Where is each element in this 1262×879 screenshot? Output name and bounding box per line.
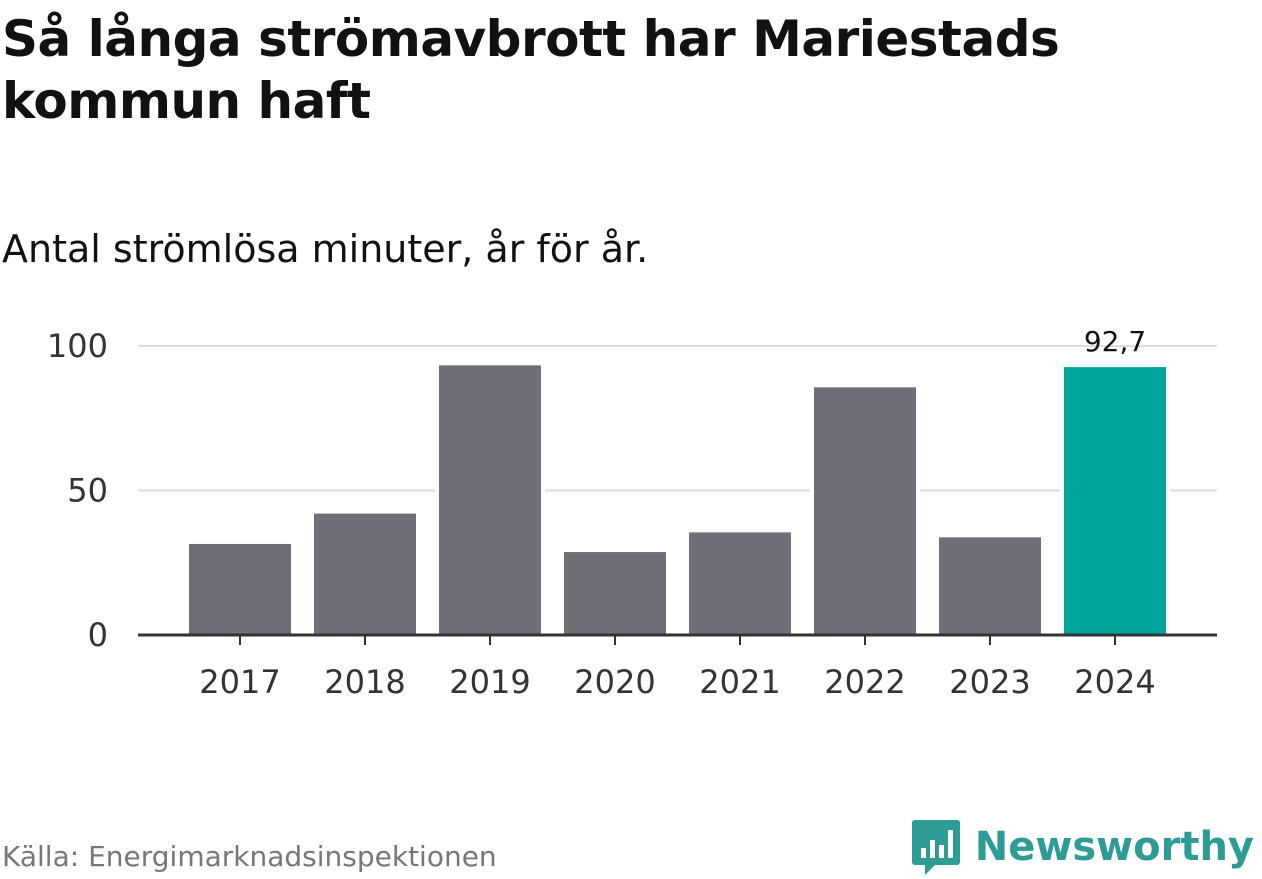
x-tick-label: 2018 <box>324 663 405 701</box>
chart-title: Så långa strömavbrott har Mariestads kom… <box>2 10 1060 130</box>
x-tick-label: 2021 <box>699 663 780 701</box>
x-tick-label: 2019 <box>449 663 530 701</box>
x-tick-label: 2024 <box>1074 663 1155 701</box>
bar-2024 <box>1064 367 1166 635</box>
bar-2020 <box>564 552 666 635</box>
source-note: Källa: Energimarknadsinspektionen <box>2 840 497 873</box>
y-tick-label: 0 <box>88 616 108 654</box>
chart-subtitle: Antal strömlösa minuter, år för år. <box>2 227 649 271</box>
chat-bubble-bar-chart-icon <box>911 820 960 875</box>
x-tick-label: 2022 <box>824 663 905 701</box>
brand-logo: Newsworthy <box>911 818 1254 876</box>
bar-chart: 0 50 100 2017 2018 2019 2020 2021 2022 2023 2024 92… <box>47 325 1217 701</box>
bar-2019 <box>439 365 541 635</box>
x-tick-label: 2023 <box>949 663 1030 701</box>
data-label: 92,7 <box>1084 325 1146 358</box>
y-tick-label: 50 <box>67 472 108 510</box>
bar-2018 <box>314 513 416 635</box>
bar-2021 <box>689 532 791 635</box>
x-tick-label: 2017 <box>199 663 280 701</box>
x-tick-label: 2020 <box>574 663 655 701</box>
brand-name: Newsworthy <box>974 824 1254 870</box>
y-tick-label: 100 <box>47 327 108 365</box>
bar-2022 <box>814 387 916 635</box>
bar-2023 <box>939 537 1041 635</box>
bar-2017 <box>189 543 291 635</box>
